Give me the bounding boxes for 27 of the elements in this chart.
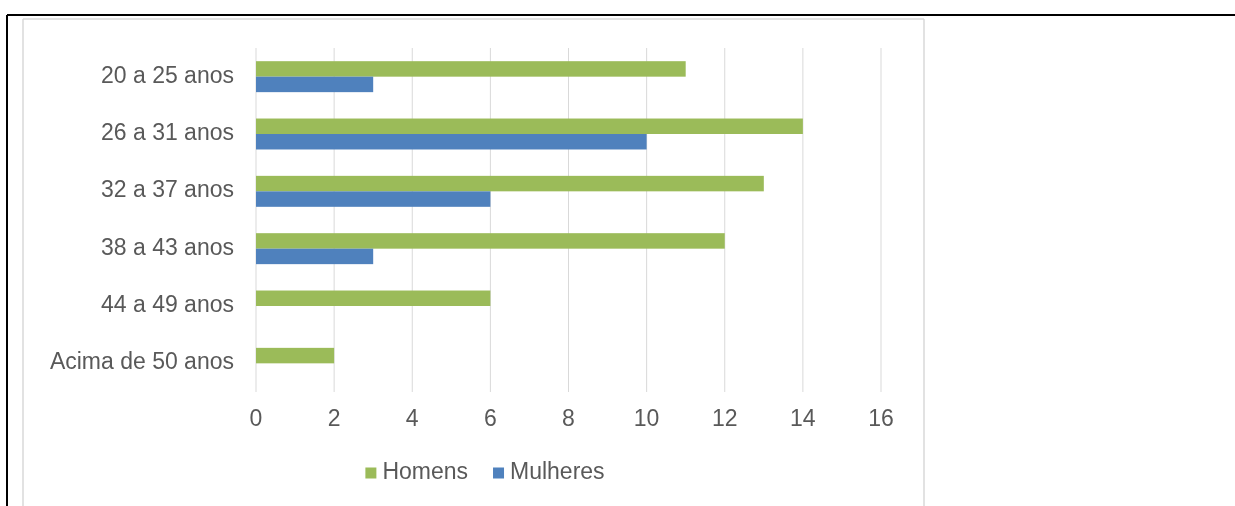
x-tick-label: 8 — [562, 405, 575, 432]
y-tick-label: 32 a 37 anos — [100, 176, 234, 203]
x-tick-label: 2 — [327, 405, 341, 432]
x-tick-label: 14 — [790, 405, 816, 432]
x-tick-label: 12 — [711, 405, 738, 432]
y-tick-label: 20 a 25 anos — [100, 61, 234, 88]
legend-label: Mulheres — [510, 458, 605, 485]
bar — [256, 347, 335, 364]
y-tick-label: 44 a 49 anos — [100, 291, 234, 318]
x-tick-label: 6 — [483, 405, 497, 432]
bar — [256, 76, 374, 93]
bar — [256, 175, 764, 192]
y-tick-label: 26 a 31 anos — [100, 119, 234, 146]
x-tick-label: 0 — [249, 405, 263, 432]
y-tick-label: 38 a 43 anos — [100, 233, 234, 260]
bar — [256, 118, 803, 134]
x-tick-label: 16 — [868, 405, 894, 432]
bar — [256, 233, 725, 249]
bar — [256, 191, 491, 207]
bar — [256, 290, 491, 306]
bar — [256, 134, 647, 150]
x-tick-label: 4 — [405, 405, 419, 432]
y-tick-label: Acima de 50 anos — [49, 348, 234, 375]
bar — [256, 248, 374, 265]
bar — [256, 61, 686, 77]
x-tick-label: 10 — [633, 405, 660, 432]
legend-label: Homens — [382, 458, 469, 485]
